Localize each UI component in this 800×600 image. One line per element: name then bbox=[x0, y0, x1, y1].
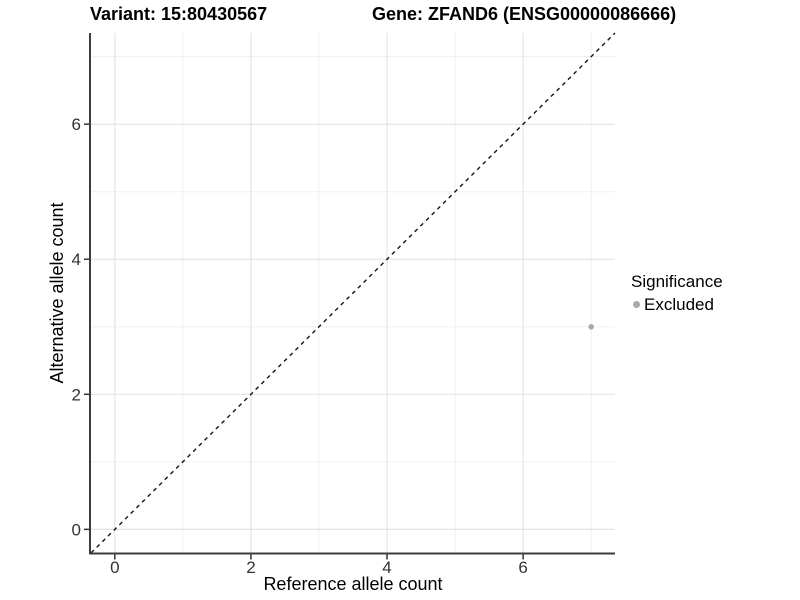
legend: Significance Excluded bbox=[630, 272, 723, 314]
x-tick-label: 6 bbox=[518, 558, 527, 577]
identity-line-layer bbox=[90, 32, 616, 554]
data-point bbox=[588, 323, 594, 330]
plot-title-gene: Gene: ZFAND6 (ENSG00000086666) bbox=[372, 4, 677, 24]
data-points-layer bbox=[588, 323, 594, 330]
x-tick-label: 0 bbox=[110, 558, 119, 577]
plot-title-variant: Variant: 15:80430567 bbox=[90, 4, 268, 24]
axes-layer: 0 2 4 6 0 2 4 6 bbox=[72, 33, 615, 577]
y-axis-title: Alternative allele count bbox=[47, 202, 67, 383]
x-tick-label: 2 bbox=[246, 558, 255, 577]
legend-point-icon bbox=[633, 301, 640, 308]
y-tick-label: 2 bbox=[72, 385, 81, 404]
legend-item-excluded: Excluded bbox=[630, 295, 723, 314]
gridlines bbox=[91, 33, 615, 553]
legend-item-label: Excluded bbox=[644, 295, 714, 314]
y-tick-label: 0 bbox=[72, 520, 81, 539]
x-tick-label: 4 bbox=[382, 558, 391, 577]
legend-title: Significance bbox=[631, 272, 723, 291]
x-axis-title: Reference allele count bbox=[263, 574, 442, 594]
y-tick-label: 4 bbox=[72, 250, 81, 269]
identity-line bbox=[90, 32, 616, 554]
y-tick-label: 6 bbox=[72, 115, 81, 134]
